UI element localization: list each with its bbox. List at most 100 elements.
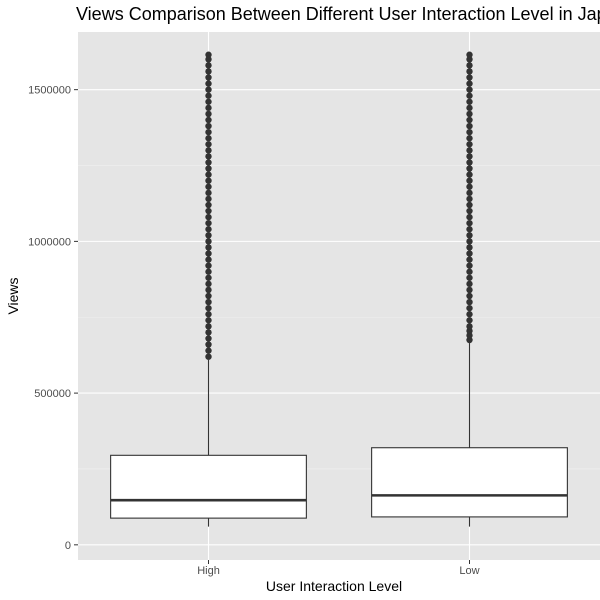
outlier-point [466, 177, 473, 184]
outlier-point [466, 56, 473, 63]
outlier-point [205, 256, 212, 263]
outlier-point [466, 244, 473, 251]
outlier-point [205, 62, 212, 69]
iqr-box [371, 447, 568, 518]
outlier-point [205, 286, 212, 294]
outlier-point [466, 232, 473, 239]
outlier-point [205, 304, 212, 312]
outlier-point [205, 128, 212, 136]
outlier-point [205, 80, 212, 87]
outlier-point [205, 141, 212, 148]
x-tick-label: High [197, 565, 220, 577]
outlier-point [466, 165, 473, 172]
outlier-point [205, 122, 212, 130]
y-tick-label: 0 [65, 540, 71, 552]
outlier-point [205, 110, 212, 118]
outlier-point [466, 110, 473, 118]
outlier-point [466, 86, 473, 93]
outlier-point [466, 141, 473, 148]
outlier-point [205, 317, 212, 324]
outlier-point [205, 323, 212, 330]
y-tick-label: 500000 [34, 388, 71, 400]
box-low [371, 51, 568, 527]
outlier-point [466, 159, 473, 166]
outlier-point [466, 226, 473, 233]
outlier-point [205, 189, 212, 197]
outlier-point [205, 201, 212, 209]
outlier-point [205, 56, 212, 63]
outlier-point [205, 207, 212, 215]
iqr-box [110, 454, 307, 519]
box-high [110, 51, 307, 527]
outlier-point [466, 128, 473, 136]
outlier-point [205, 159, 212, 166]
outlier-point [205, 219, 212, 227]
outlier-point [466, 268, 473, 275]
outlier-point [205, 341, 212, 348]
y-axis-title: Views [5, 277, 21, 314]
outlier-point [205, 195, 212, 203]
outlier-point [466, 256, 473, 263]
x-axis-title: User Interaction Level [266, 578, 402, 594]
outlier-point [466, 250, 473, 257]
outlier-point [205, 165, 212, 172]
outlier-point [466, 213, 473, 221]
outlier-point [466, 104, 473, 112]
outlier-point [205, 213, 212, 221]
outlier-point [205, 238, 212, 245]
outlier-point [466, 332, 473, 339]
outlier-point [205, 171, 212, 178]
outlier-point [205, 298, 212, 306]
outlier-point [466, 274, 473, 281]
outlier-point [466, 336, 473, 344]
y-tick-label: 1500000 [28, 85, 71, 97]
outlier-point [205, 116, 212, 124]
outlier-point [466, 323, 473, 330]
outlier-point [466, 98, 473, 105]
outlier-point [205, 183, 212, 190]
outlier-point [205, 280, 212, 288]
outlier-point [205, 232, 212, 239]
outlier-point [205, 92, 212, 99]
outlier-point [466, 153, 473, 160]
outlier-point [205, 104, 212, 112]
x-axis: High Low [197, 560, 480, 577]
outlier-point [205, 226, 212, 233]
outlier-point [205, 98, 212, 105]
outlier-point [466, 183, 473, 190]
outlier-point [466, 280, 473, 288]
outlier-point [205, 86, 212, 93]
outlier-point [205, 135, 212, 142]
outlier-point [466, 68, 473, 75]
outlier-point [466, 201, 473, 209]
outlier-point [466, 80, 473, 87]
outlier-point [205, 268, 212, 275]
outlier-point [466, 116, 473, 124]
outlier-point [466, 207, 473, 215]
y-axis: 0 500000 1000000 1500000 [28, 85, 78, 552]
outlier-point [466, 286, 473, 294]
outlier-point [466, 292, 473, 300]
outlier-point [205, 68, 212, 75]
outlier-point [466, 195, 473, 203]
outlier-point [205, 335, 212, 342]
outlier-point [466, 62, 473, 69]
outlier-point [466, 238, 473, 245]
outlier-point [205, 177, 212, 184]
outlier-point [466, 135, 473, 142]
outlier-point [205, 353, 212, 360]
outlier-point [466, 147, 473, 154]
outlier-point [466, 304, 473, 312]
outlier-point [205, 244, 212, 251]
outlier-point [466, 189, 473, 197]
outlier-point [205, 74, 212, 81]
outlier-point [205, 51, 212, 58]
outlier-point [466, 311, 473, 318]
box-series [110, 51, 568, 527]
outlier-point [205, 262, 212, 269]
x-tick-label: Low [459, 565, 479, 577]
outlier-point [466, 51, 473, 58]
outlier-point [466, 298, 473, 306]
outlier-point [466, 219, 473, 227]
